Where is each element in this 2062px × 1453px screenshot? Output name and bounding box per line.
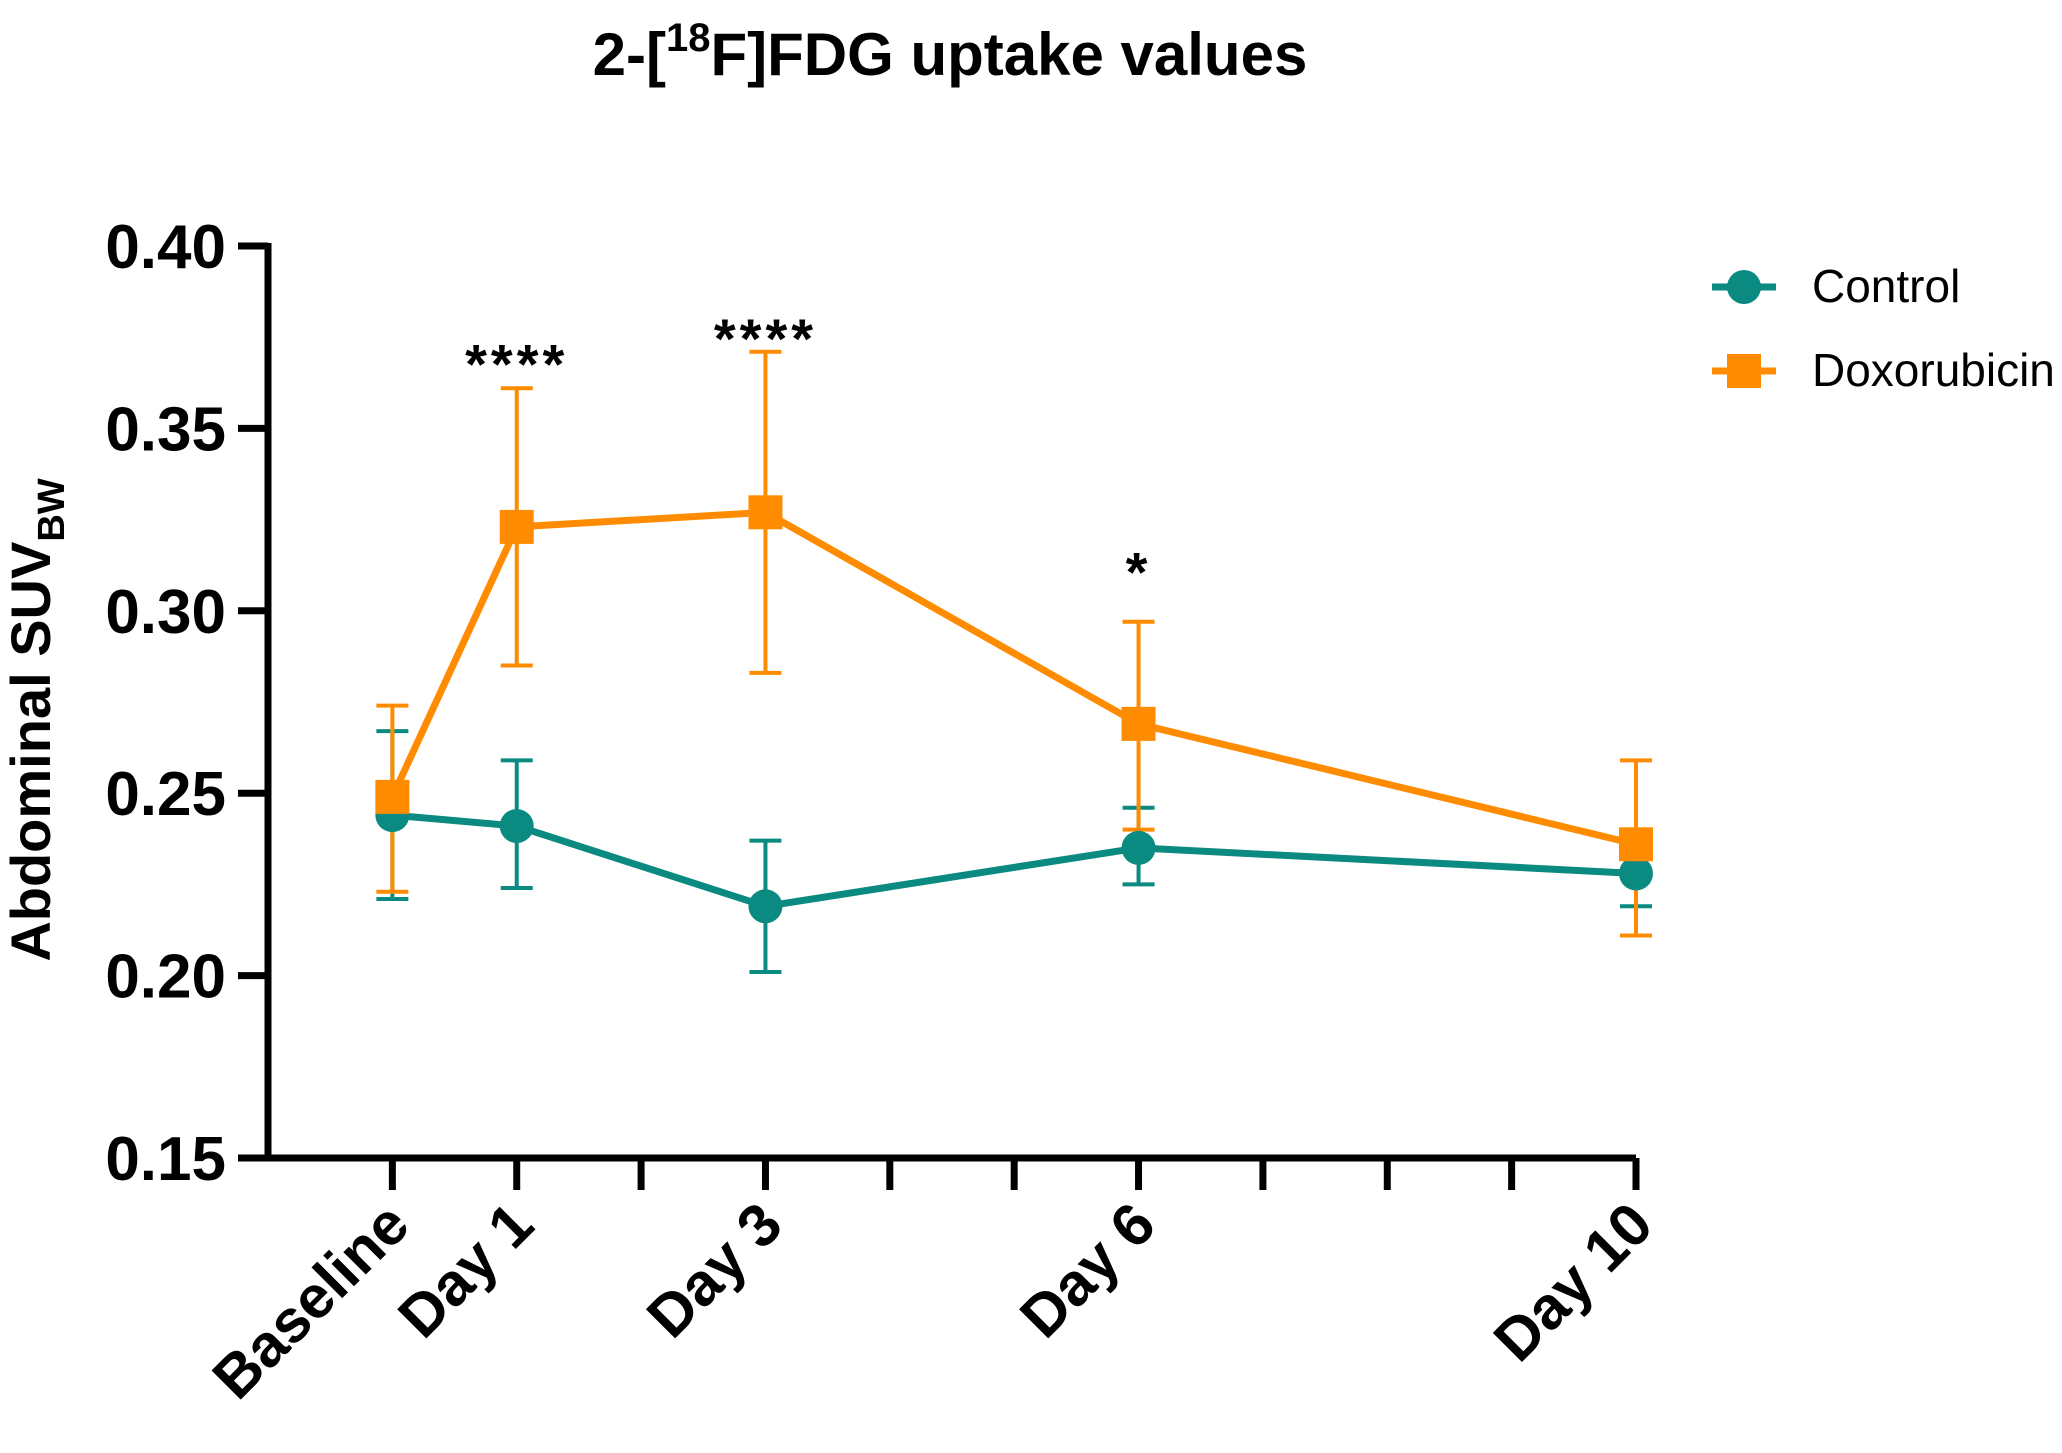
y-axis-label: Abdominal SUVBW	[0, 478, 73, 961]
data-point	[499, 509, 534, 544]
y-tick-label: 0.35	[105, 395, 226, 464]
legend-marker	[1727, 270, 1761, 304]
x-tick-label: Day 6	[1007, 1190, 1168, 1351]
x-tick-label: Day 1	[385, 1190, 546, 1351]
series-line	[392, 811, 1637, 910]
legend-marker	[1727, 354, 1761, 388]
legend-label: Control	[1812, 260, 1960, 312]
significance-annotation: ****	[714, 307, 817, 370]
data-point	[1121, 706, 1156, 741]
x-tick-label: Day 10	[1481, 1190, 1665, 1374]
data-point	[748, 495, 783, 530]
y-axis-label-subscript: BW	[31, 478, 73, 541]
chart-title: 2-[18F]FDG uptake values	[593, 16, 1308, 88]
series-line	[389, 508, 1637, 848]
chart-title-superscript: 18	[666, 16, 711, 60]
y-tick-label: 0.40	[105, 213, 226, 282]
chart-title-suffix: F]FDG uptake values	[711, 21, 1308, 88]
legend-label: Doxorubicin	[1812, 344, 2055, 396]
data-point	[1121, 830, 1156, 865]
y-tick-label: 0.20	[105, 943, 226, 1012]
significance-annotation: ****	[465, 332, 568, 395]
legend: Control Doxorubicin	[1712, 260, 2055, 396]
data-point	[1619, 827, 1653, 862]
y-tick-label: 0.15	[105, 1125, 226, 1194]
y-axis-label-main: Abdominal SUV	[0, 542, 62, 962]
data-point	[1619, 856, 1653, 891]
significance-annotation: *	[1126, 540, 1152, 603]
data-point	[375, 779, 410, 814]
data-point	[748, 889, 783, 924]
data-point	[499, 809, 534, 844]
x-tick-label: Day 3	[634, 1190, 795, 1351]
y-tick-label: 0.30	[105, 578, 226, 647]
chart-title-prefix: 2-[	[593, 21, 666, 88]
y-tick-label: 0.25	[105, 760, 226, 829]
